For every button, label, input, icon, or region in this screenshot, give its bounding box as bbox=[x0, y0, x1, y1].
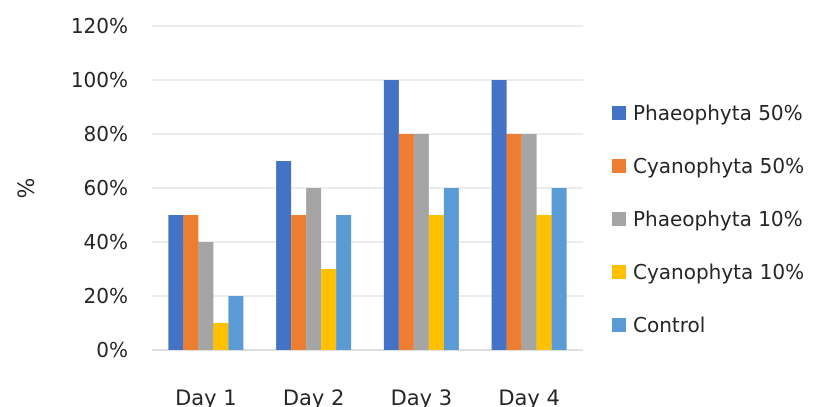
y-tick-label: 120% bbox=[71, 14, 128, 38]
bar bbox=[551, 188, 567, 350]
x-category-label: Day 4 bbox=[498, 386, 560, 407]
bar bbox=[491, 80, 507, 350]
bar bbox=[306, 188, 322, 350]
legend-swatch bbox=[612, 159, 626, 173]
bar bbox=[398, 134, 414, 350]
bar bbox=[536, 215, 552, 350]
bar bbox=[413, 134, 429, 350]
legend-swatch bbox=[612, 265, 626, 279]
y-tick-label: 60% bbox=[84, 176, 128, 200]
legend-label: Phaeophyta 50% bbox=[633, 101, 803, 125]
bar bbox=[443, 188, 459, 350]
bar bbox=[228, 296, 244, 350]
x-category-label: Day 2 bbox=[283, 386, 345, 407]
legend-label: Cyanophyta 10% bbox=[633, 260, 804, 284]
bar bbox=[506, 134, 522, 350]
y-tick-label: 100% bbox=[71, 68, 128, 92]
x-category-label: Day 1 bbox=[175, 386, 237, 407]
bar bbox=[336, 215, 352, 350]
x-axis-categories: Day 1 Day 2 Day 3 Day 4 bbox=[175, 386, 560, 407]
bar bbox=[428, 215, 444, 350]
y-tick-label: 20% bbox=[84, 284, 128, 308]
y-tick-label: 40% bbox=[84, 230, 128, 254]
legend-swatch bbox=[612, 106, 626, 120]
legend-label: Phaeophyta 10% bbox=[633, 207, 803, 231]
bar bbox=[521, 134, 537, 350]
x-category-label: Day 3 bbox=[391, 386, 453, 407]
legend: Phaeophyta 50% Cyanophyta 50% Phaeophyta 1… bbox=[612, 101, 804, 337]
bar bbox=[213, 323, 229, 350]
bars bbox=[168, 80, 567, 350]
y-tick-label: 80% bbox=[84, 122, 128, 146]
legend-label: Control bbox=[633, 313, 705, 337]
legend-label: Cyanophyta 50% bbox=[633, 154, 804, 178]
bar bbox=[276, 161, 292, 350]
bar bbox=[321, 269, 337, 350]
bar bbox=[383, 80, 399, 350]
y-axis-ticks: 0% 20% 40% 60% 80% 100% 120% bbox=[71, 14, 128, 362]
bar bbox=[168, 215, 184, 350]
bar bbox=[291, 215, 307, 350]
legend-swatch bbox=[612, 318, 626, 332]
bar bbox=[198, 242, 214, 350]
y-axis-label: % bbox=[15, 178, 40, 199]
y-tick-label: 0% bbox=[96, 338, 128, 362]
gridlines bbox=[152, 25, 583, 351]
legend-swatch bbox=[612, 212, 626, 226]
bar bbox=[183, 215, 199, 350]
